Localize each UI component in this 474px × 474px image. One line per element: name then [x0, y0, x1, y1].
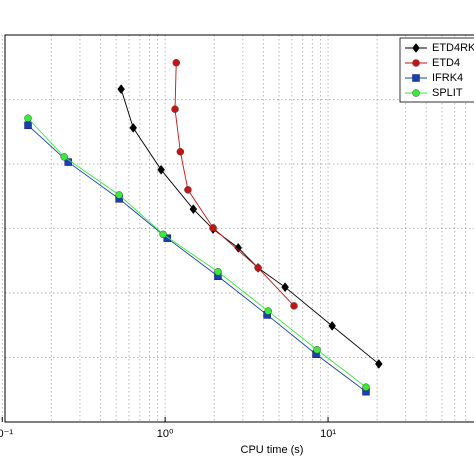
marker	[60, 153, 68, 161]
marker	[412, 59, 420, 67]
marker	[184, 186, 192, 194]
legend-box	[399, 37, 474, 103]
marker	[159, 230, 167, 239]
marker	[209, 224, 217, 232]
series-line	[27, 117, 367, 388]
marker	[115, 191, 123, 199]
marker	[412, 89, 420, 97]
legend-label: IFRK4	[432, 72, 463, 84]
legend-label: ETD4RK	[432, 42, 474, 54]
marker	[412, 74, 420, 82]
x-tick-label: 10⁰	[157, 428, 174, 440]
legend-label: SPLIT	[432, 87, 463, 99]
marker	[362, 383, 370, 391]
x-tick-label: 10¹	[320, 428, 336, 440]
marker	[281, 282, 289, 293]
marker	[24, 121, 32, 130]
marker	[189, 204, 198, 215]
legend-label: ETD4	[432, 57, 460, 69]
marker	[412, 43, 420, 53]
marker	[328, 320, 336, 331]
marker	[214, 267, 222, 276]
marker	[254, 264, 262, 272]
series-line	[27, 124, 367, 393]
marker	[117, 84, 125, 95]
x-axis-label: CPU time (s)	[241, 444, 304, 456]
marker	[129, 122, 138, 133]
x-tick-label: 10⁻¹	[0, 428, 13, 440]
marker	[264, 307, 272, 315]
marker	[163, 234, 171, 242]
marker	[171, 105, 179, 113]
marker	[176, 147, 185, 156]
marker	[157, 164, 165, 175]
plot-frame	[4, 34, 474, 423]
marker	[313, 346, 321, 354]
marker	[172, 58, 180, 67]
marker	[375, 359, 383, 369]
marker	[234, 242, 243, 253]
marker	[290, 302, 298, 310]
legend: ETD4RK ETD4 IFRK4 SPLIT	[399, 37, 474, 103]
marker	[24, 114, 32, 122]
